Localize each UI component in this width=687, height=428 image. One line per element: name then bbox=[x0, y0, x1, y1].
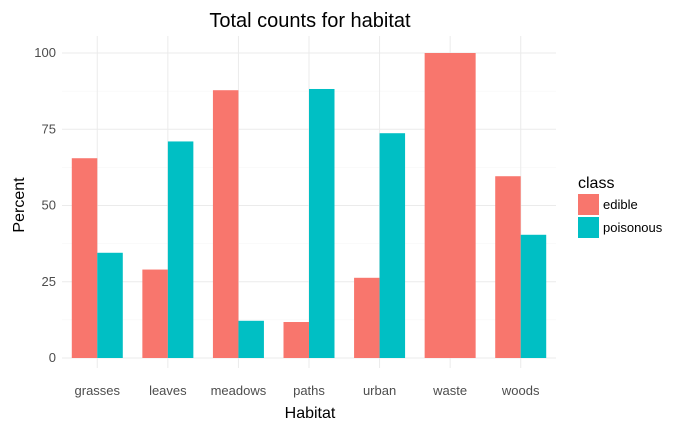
bar-poisonous-woods bbox=[520, 234, 547, 358]
bar-edible-grasses bbox=[71, 158, 98, 358]
x-tick-label: paths bbox=[293, 383, 325, 398]
bar-edible-urban bbox=[354, 277, 380, 358]
y-tick-label: 75 bbox=[42, 121, 56, 136]
bar-edible-paths bbox=[283, 322, 309, 358]
x-tick-label: woods bbox=[501, 383, 540, 398]
bar-edible-woods bbox=[495, 176, 521, 358]
y-tick-label: 100 bbox=[34, 45, 56, 60]
legend-swatch-edible bbox=[578, 194, 599, 215]
chart-title: Total counts for habitat bbox=[209, 10, 411, 32]
x-tick-label: waste bbox=[432, 383, 467, 398]
x-axis-ticks: grasses leaves meadows paths urban waste woods bbox=[75, 383, 540, 398]
y-tick-label: 25 bbox=[42, 274, 56, 289]
x-tick-label: leaves bbox=[149, 383, 187, 398]
bar-poisonous-grasses bbox=[97, 252, 123, 358]
bar-edible-waste bbox=[424, 53, 476, 358]
legend-label-poisonous: poisonous bbox=[603, 220, 663, 235]
bar-poisonous-leaves bbox=[167, 141, 194, 358]
y-tick-label: 50 bbox=[42, 198, 56, 213]
y-tick-label: 0 bbox=[49, 350, 56, 365]
x-tick-label: meadows bbox=[211, 383, 267, 398]
bar-poisonous-paths bbox=[309, 88, 335, 359]
legend-swatch-poisonous bbox=[578, 217, 599, 238]
bars bbox=[71, 53, 547, 359]
x-axis-title: Habitat bbox=[285, 405, 336, 422]
bar-edible-meadows bbox=[212, 90, 239, 359]
bar-poisonous-meadows bbox=[238, 320, 264, 358]
legend: class edible poisonous bbox=[578, 175, 663, 238]
x-tick-label: grasses bbox=[75, 383, 121, 398]
x-tick-label: urban bbox=[363, 383, 396, 398]
legend-title: class bbox=[578, 175, 614, 192]
bar-edible-leaves bbox=[142, 269, 168, 358]
y-axis-ticks: 0 25 50 75 100 bbox=[34, 45, 56, 365]
y-axis-title: Percent bbox=[11, 177, 28, 233]
bar-poisonous-urban bbox=[379, 133, 406, 358]
legend-label-edible: edible bbox=[603, 197, 638, 212]
